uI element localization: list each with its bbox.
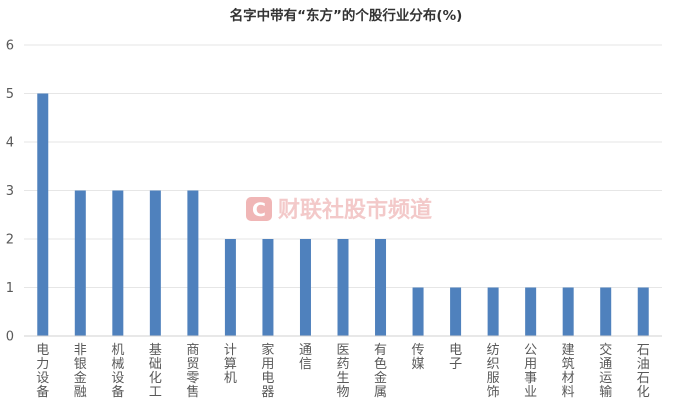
x-category-label: 交通运输 xyxy=(599,342,612,400)
x-category-label: 石油石化 xyxy=(637,343,650,400)
x-category-label: 商贸零售 xyxy=(186,343,199,400)
x-category-label: 计算机 xyxy=(224,343,237,386)
bar xyxy=(487,287,499,336)
y-tick-label: 3 xyxy=(6,184,14,199)
y-tick-label: 5 xyxy=(6,87,14,102)
bar xyxy=(37,93,49,336)
x-category-label: 电力设备 xyxy=(36,343,49,400)
bar xyxy=(375,239,387,336)
bar xyxy=(112,190,124,336)
bar xyxy=(187,190,199,336)
x-category-label: 医药生物 xyxy=(336,343,349,400)
x-category-label: 传媒 xyxy=(412,343,425,372)
bar xyxy=(262,239,274,336)
bar xyxy=(600,287,612,336)
x-category-label: 非银金融 xyxy=(74,343,87,400)
x-category-label: 纺织服饰 xyxy=(487,343,500,400)
watermark: C 财联社股市频道 xyxy=(246,197,432,223)
y-tick-label: 0 xyxy=(6,330,14,345)
bar xyxy=(525,287,537,336)
x-category-label: 公用事业 xyxy=(524,343,537,400)
x-axis-categories: 电力设备 非银金融 机械设备 基础化工 商贸零售 计算机 家用电器 通信 医药生物 有色金属 传媒电… xyxy=(36,342,649,400)
bar xyxy=(299,239,311,336)
y-tick-label: 2 xyxy=(6,233,14,248)
x-category-label: 通信 xyxy=(299,343,312,372)
x-category-label: 家用电器 xyxy=(261,342,274,400)
bar xyxy=(337,239,349,336)
bar xyxy=(149,190,161,336)
y-axis-ticks: 0 1 2 3 4 5 6 xyxy=(6,39,14,345)
x-category-label: 基础化工 xyxy=(149,343,162,400)
bar xyxy=(450,287,462,336)
x-category-label: 建筑材料 xyxy=(562,343,575,400)
bar xyxy=(224,239,236,336)
y-tick-label: 1 xyxy=(6,281,14,296)
chart-title: 名字中带有“东方”的个股行业分布(%) xyxy=(230,7,463,24)
y-tick-label: 4 xyxy=(6,136,14,151)
bar xyxy=(637,287,649,336)
x-category-label: 电子 xyxy=(449,343,462,372)
watermark-logo-icon xyxy=(246,197,272,221)
bars xyxy=(37,93,649,336)
bar xyxy=(562,287,574,336)
y-tick-label: 6 xyxy=(6,39,14,54)
x-category-label: 有色金属 xyxy=(374,343,387,400)
x-category-label: 机械设备 xyxy=(111,343,124,400)
bar xyxy=(74,190,86,336)
grid-lines xyxy=(24,44,662,288)
watermark-text: 财联社股市频道 xyxy=(278,197,432,223)
bar xyxy=(412,287,424,336)
watermark-logo-letter: C xyxy=(252,199,266,221)
